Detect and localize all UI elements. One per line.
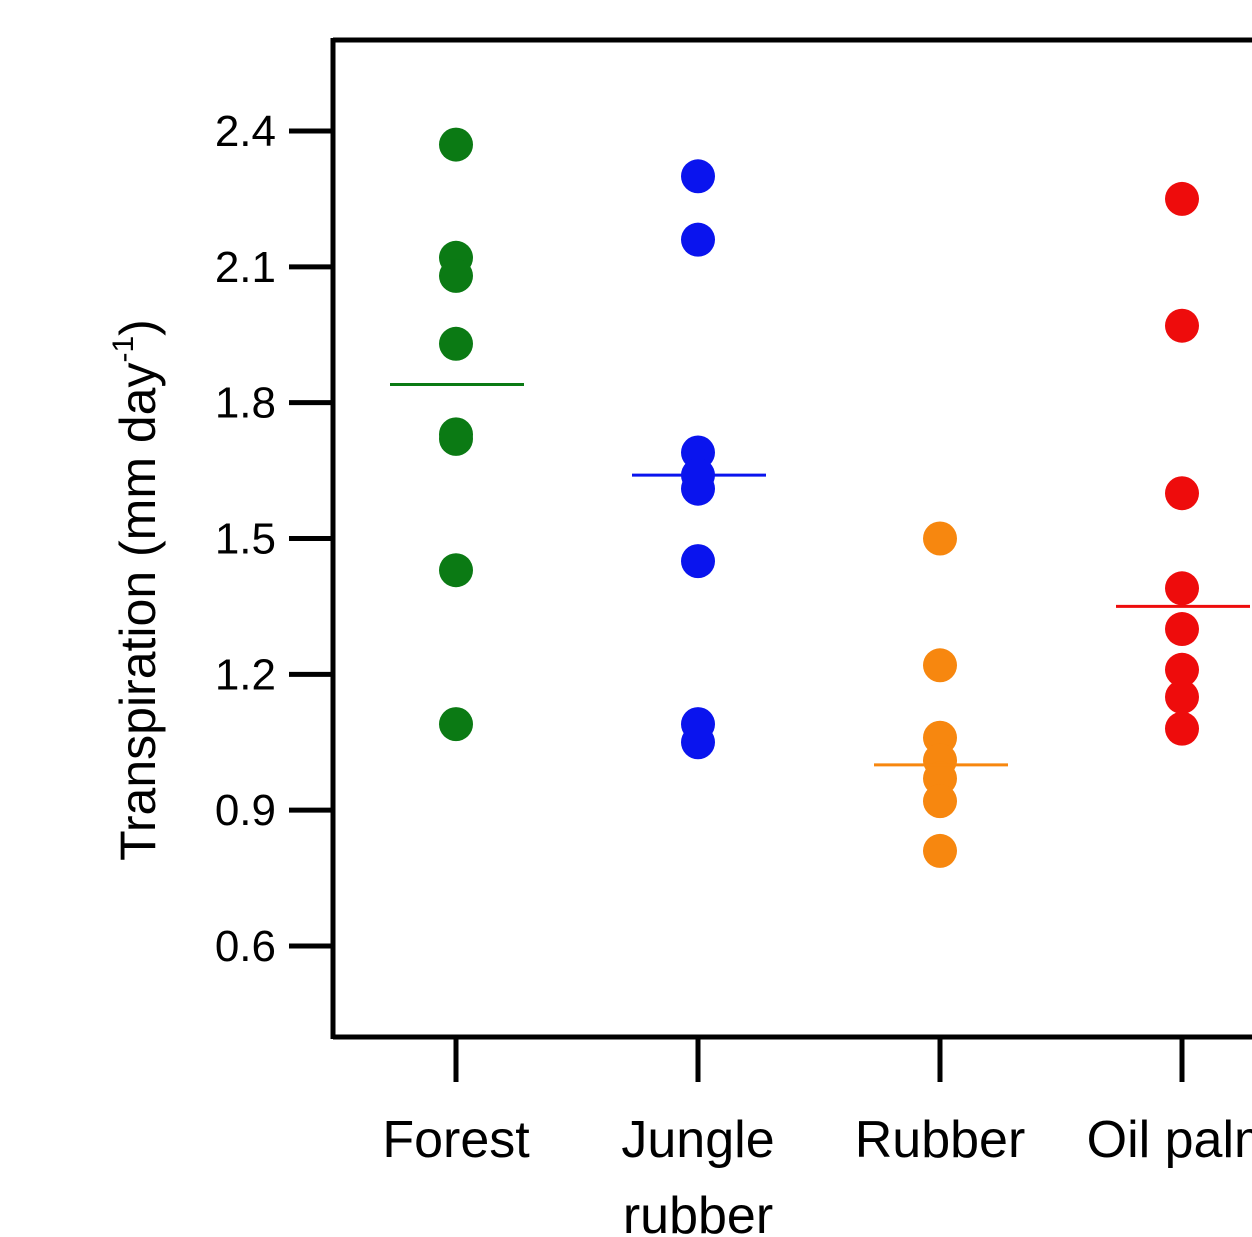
y-tick-label: 0.6: [215, 922, 276, 971]
data-point: [923, 521, 957, 556]
data-point: [439, 421, 473, 456]
y-axis-title: Transpiration (mm day-1): [107, 319, 166, 861]
x-category-label: Forest: [382, 1111, 530, 1169]
data-point: [681, 725, 715, 760]
y-axis-title-close: ): [110, 319, 166, 336]
data-point: [1165, 308, 1199, 343]
data-points: [390, 127, 1250, 868]
series-group: [390, 127, 524, 742]
y-axis: 0.6 0.9 1.2 1.5 1.8 2.1 2.4: [215, 107, 333, 971]
data-point: [1165, 612, 1199, 647]
y-tick-label: 1.2: [215, 650, 276, 699]
x-axis: Forest Jungle rubber Rubber Oil palm: [382, 1037, 1252, 1237]
y-tick-label: 1.5: [215, 515, 276, 564]
data-point: [1165, 476, 1199, 511]
data-point: [1165, 181, 1199, 216]
x-category-label: Jungle: [621, 1111, 774, 1169]
y-tick-label: 1.8: [215, 379, 276, 428]
x-category-label: Rubber: [855, 1111, 1026, 1169]
series-group: [874, 521, 1008, 868]
x-category-label: Oil palm: [1087, 1111, 1252, 1169]
data-point: [681, 222, 715, 257]
y-tick-label: 2.4: [215, 107, 276, 156]
y-axis-title-superscript: -1: [107, 336, 140, 363]
data-point: [1165, 571, 1199, 606]
data-point: [1165, 679, 1199, 714]
series-group: [1116, 181, 1250, 746]
data-point: [439, 258, 473, 293]
data-point: [681, 471, 715, 506]
data-point: [1165, 711, 1199, 746]
y-tick-label: 0.9: [215, 786, 276, 835]
data-point: [681, 159, 715, 194]
data-point: [439, 326, 473, 361]
data-point: [439, 707, 473, 742]
data-point: [1165, 652, 1199, 687]
data-point: [923, 648, 957, 683]
y-axis-title-text: Transpiration (mm day: [110, 363, 166, 861]
data-point: [439, 127, 473, 162]
data-point: [439, 553, 473, 588]
data-point: [923, 833, 957, 868]
data-point: [681, 544, 715, 579]
series-group: [632, 159, 766, 760]
y-tick-label: 2.1: [215, 243, 276, 292]
data-point: [923, 784, 957, 819]
x-category-label: rubber: [623, 1187, 773, 1237]
